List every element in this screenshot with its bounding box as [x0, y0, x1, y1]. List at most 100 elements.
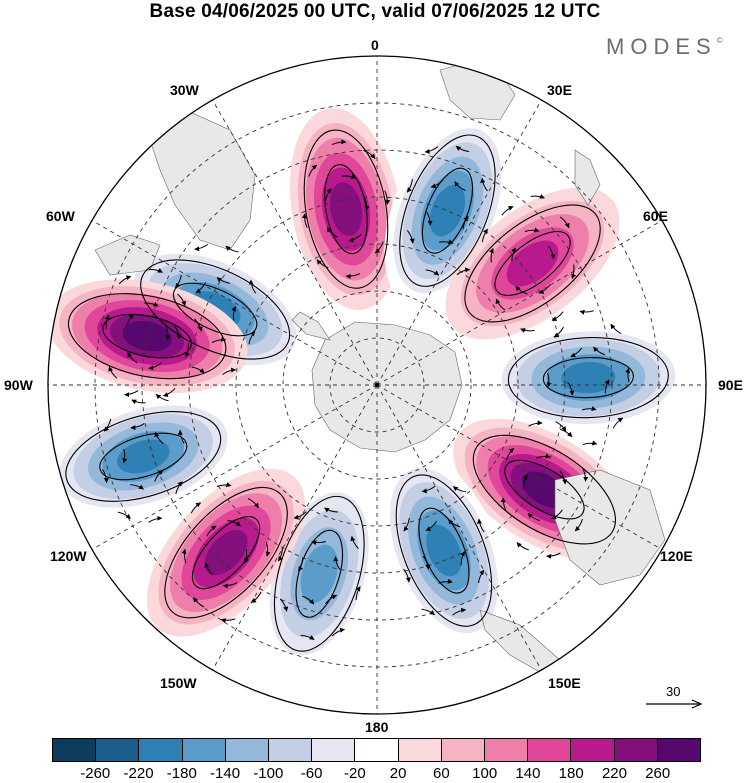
wind-arrow — [570, 347, 583, 358]
wind-arrow — [403, 568, 411, 583]
colorbar-swatch — [398, 739, 442, 761]
wind-arrow — [406, 229, 415, 244]
anomaly-center — [146, 468, 306, 637]
colorbar-tick-label: -60 — [300, 765, 323, 782]
wind-arrow — [211, 336, 227, 343]
wind-arrow — [448, 519, 461, 528]
wind-arrow — [511, 247, 517, 262]
wind-arrow — [406, 179, 413, 193]
chart-title: Base 04/06/2025 00 UTC, valid 07/06/2025… — [149, 1, 601, 22]
colorbar-swatch — [571, 739, 615, 761]
wind-arrow — [625, 367, 631, 383]
wind-arrow — [425, 269, 440, 276]
wind-arrow — [126, 313, 135, 327]
anomaly-level — [329, 182, 363, 236]
wind-arrow — [148, 268, 163, 273]
lon-label-150w: 150W — [160, 675, 197, 691]
lon-label-30w: 30W — [170, 82, 199, 98]
anomaly-center — [380, 453, 507, 648]
anomaly-contour — [140, 259, 291, 360]
parallel — [329, 337, 425, 433]
wind-arrow — [478, 569, 485, 584]
meridian — [212, 384, 378, 671]
wind-arrow — [555, 421, 567, 432]
wind-arrow — [574, 518, 583, 532]
wind-arrow — [193, 597, 205, 608]
lon-label-120e: 120E — [660, 548, 693, 564]
colorbar-swatch — [355, 739, 399, 761]
wind-arrow — [516, 542, 529, 551]
wind-arrow — [546, 372, 552, 388]
meridian — [376, 384, 542, 671]
colorbar-swatch — [528, 739, 572, 761]
wind-arrow — [216, 482, 232, 488]
wind-arrow — [117, 511, 131, 519]
colorbar-tick-label: -100 — [253, 765, 284, 782]
anomaly-contour — [395, 474, 493, 627]
meridian — [91, 220, 378, 386]
colorbar-tick-label: -140 — [210, 765, 241, 782]
wind-arrow — [535, 453, 551, 459]
wind-arrow — [524, 227, 540, 233]
wind-arrow — [108, 366, 118, 379]
antarctica — [311, 321, 463, 453]
anomaly-contour — [507, 336, 669, 419]
anomaly-level — [204, 530, 248, 576]
graticule — [48, 56, 706, 714]
anomaly-level — [426, 524, 462, 577]
south-america-tip — [94, 234, 161, 276]
colorbar-swatch — [614, 739, 658, 761]
colorbar-tick-label: -20 — [344, 765, 366, 782]
wind-arrow — [341, 174, 357, 179]
lon-label-120w: 120W — [50, 548, 87, 564]
lon-label-60w: 60W — [46, 208, 75, 224]
colorbar-swatch — [96, 739, 140, 761]
wind-arrow — [515, 285, 528, 295]
wind-arrow — [204, 562, 213, 576]
wind-arrow — [195, 282, 207, 294]
wind-arrow — [538, 284, 551, 294]
parallel — [282, 290, 472, 480]
wind-arrow — [424, 146, 439, 154]
wind-arrow — [500, 497, 507, 512]
parallel — [235, 243, 519, 527]
wind-arrow — [277, 547, 283, 562]
colorbar-tick-label: 220 — [601, 765, 627, 782]
wind-arrow — [302, 595, 315, 605]
wind-arrow — [520, 328, 535, 333]
anomaly-level — [506, 240, 559, 287]
south-america — [149, 111, 256, 251]
wind-arrow — [610, 323, 622, 335]
wind-arrow — [505, 447, 515, 461]
wind-arrow — [101, 469, 109, 484]
wind-arrow — [194, 318, 203, 332]
wind-arrow — [462, 215, 469, 230]
colorbar-swatch — [53, 739, 97, 761]
wind-arrow — [216, 277, 230, 284]
meridian — [91, 384, 378, 550]
wind-arrow — [480, 177, 488, 192]
wind-arrow — [581, 467, 589, 482]
wind-arrow — [331, 139, 347, 146]
wind-arrow — [559, 428, 573, 438]
wind-arrow — [528, 420, 543, 427]
wind-arrow — [438, 239, 454, 245]
wind-arrow — [248, 331, 256, 345]
wind-arrow — [130, 484, 144, 490]
lon-label-150e: 150E — [548, 675, 581, 691]
wind-arrow — [308, 164, 318, 177]
wind-arrow — [430, 179, 444, 189]
wind-arrow — [489, 247, 494, 263]
anomaly-center — [486, 323, 691, 432]
colorbar-tick-label: 20 — [389, 765, 407, 782]
wind-arrow — [130, 423, 145, 431]
colorbar-swatch — [269, 739, 313, 761]
modes-logo: MODES© — [606, 34, 723, 60]
wind-arrow — [148, 515, 163, 523]
wind-arrow — [350, 535, 359, 549]
wind-arrow — [612, 417, 624, 429]
wind-arrow — [190, 502, 202, 514]
wind-arrow — [293, 511, 307, 520]
brand-name: MODES — [606, 34, 717, 59]
wind-arrow — [231, 306, 236, 321]
